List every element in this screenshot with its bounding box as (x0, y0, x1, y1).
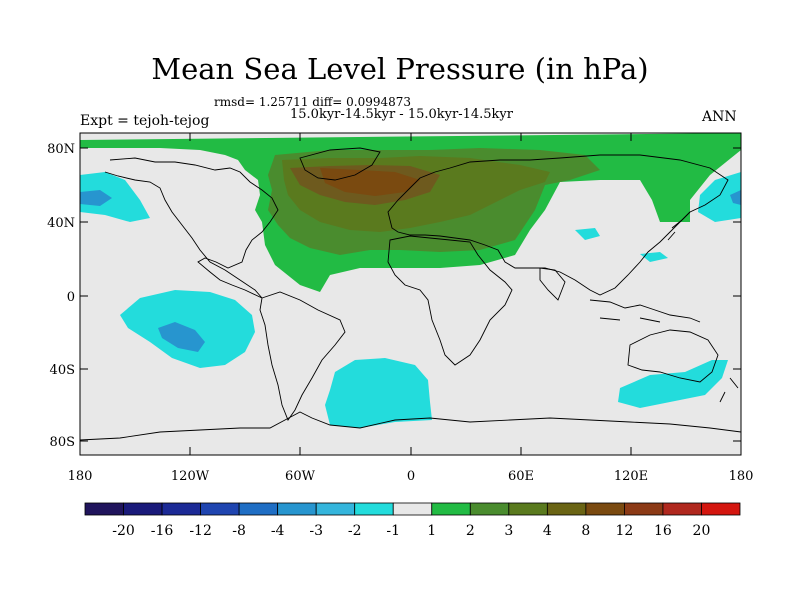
experiment-label: Expt = tejoh-tejog (80, 113, 210, 129)
colorbar-swatch (585, 502, 625, 516)
colorbar-label: -8 (232, 523, 246, 539)
colorbar-label: -4 (271, 523, 285, 539)
contour-negative-southern-ocean (618, 360, 728, 408)
contour-negative-nw-pacific-inner (80, 190, 112, 206)
contour-negative-east-asia (575, 228, 600, 240)
colorbar-label: -12 (189, 523, 212, 539)
colorbar-swatch (546, 502, 587, 516)
colorbar-swatch (315, 502, 356, 516)
lat-label: 80S (50, 435, 75, 450)
coastline-north-america (104, 157, 279, 299)
lon-labels: 180 120W 60W 0 60E 120E 180 (68, 469, 754, 484)
rmsd-diff-stats: rmsd= 1.25711 diff= 0.0994873 (214, 95, 412, 109)
colorbar-label: 20 (693, 523, 711, 539)
colorbar-swatch (392, 502, 433, 516)
colorbar-swatch (161, 502, 201, 516)
lon-label: 60W (285, 469, 316, 484)
figure-title: Mean Sea Level Pressure (in hPa) (151, 52, 649, 86)
coastline-japan (667, 211, 691, 241)
colorbar-label: 1 (427, 523, 436, 539)
colorbar-label: 3 (504, 523, 513, 539)
season-label: ANN (702, 109, 737, 125)
lon-label: 120E (614, 469, 648, 484)
colorbar-swatch (354, 502, 394, 516)
colorbar-swatch (84, 502, 124, 516)
lon-label: 120W (171, 469, 210, 484)
colorbar-label: -3 (309, 523, 323, 539)
contour-negative-south-atlantic (325, 358, 432, 428)
colorbar-label: 4 (543, 523, 552, 539)
colorbar-swatch (469, 502, 510, 516)
colorbar-label: 8 (581, 523, 590, 539)
colorbar-label: -16 (151, 523, 174, 539)
contour-negative-nw-pacific (80, 172, 150, 222)
coastlines (79, 147, 742, 441)
axis-ticks (79, 133, 742, 455)
lat-label: 0 (67, 290, 75, 305)
colorbar-swatch (624, 502, 664, 516)
colorbar-label: 12 (615, 523, 633, 539)
lon-label: 180 (68, 469, 93, 484)
contour-negative-west-pacific (640, 252, 668, 262)
coastline-south-america (259, 291, 346, 421)
coastline-greenland (299, 147, 381, 181)
lat-label: 40N (47, 216, 75, 231)
colorbar-swatch (431, 502, 471, 516)
lon-label: 60E (508, 469, 534, 484)
colorbar-label: -20 (112, 523, 135, 539)
contour-negative-ne-pacific-inner (730, 190, 741, 205)
colorbar-swatch (238, 502, 279, 516)
colorbar-swatch (662, 502, 702, 516)
colorbar-label: 16 (654, 523, 672, 539)
coastline-new-zealand (719, 377, 739, 403)
colorbar-swatch (701, 502, 741, 516)
contour-positive-4-8-b (320, 168, 420, 196)
lon-label: 180 (729, 469, 754, 484)
colorbar-swatch (277, 502, 317, 516)
colorbar-label: -1 (386, 523, 400, 539)
colorbar-label: -2 (348, 523, 362, 539)
colorbar-swatch (508, 502, 548, 516)
lat-label: 40S (50, 363, 75, 378)
coastline-australia (627, 329, 719, 383)
coastline-maritime-asia (589, 299, 701, 323)
lat-labels: 80N 40N 0 40S 80S (47, 142, 75, 450)
lat-label: 80N (47, 142, 75, 157)
colorbar-label: 2 (466, 523, 475, 539)
period-label: 15.0kyr-14.5kyr - 15.0kyr-14.5kyr (290, 107, 513, 122)
pressure-contours (80, 133, 741, 428)
coastline-eurasia (387, 154, 729, 296)
coastline-antarctica (79, 411, 742, 441)
colorbar-swatch (123, 502, 163, 516)
contour-negative-south-pacific-inner (158, 322, 205, 352)
colorbar: -20 -16 -12 -8 -4 -3 -2 -1 1 2 3 4 8 12 16 20 (84, 502, 741, 539)
contour-negative-ne-pacific (698, 172, 741, 222)
lon-label: 0 (407, 469, 415, 484)
coastline-india (539, 267, 566, 301)
colorbar-swatch (200, 502, 240, 516)
coastline-africa (387, 235, 513, 366)
